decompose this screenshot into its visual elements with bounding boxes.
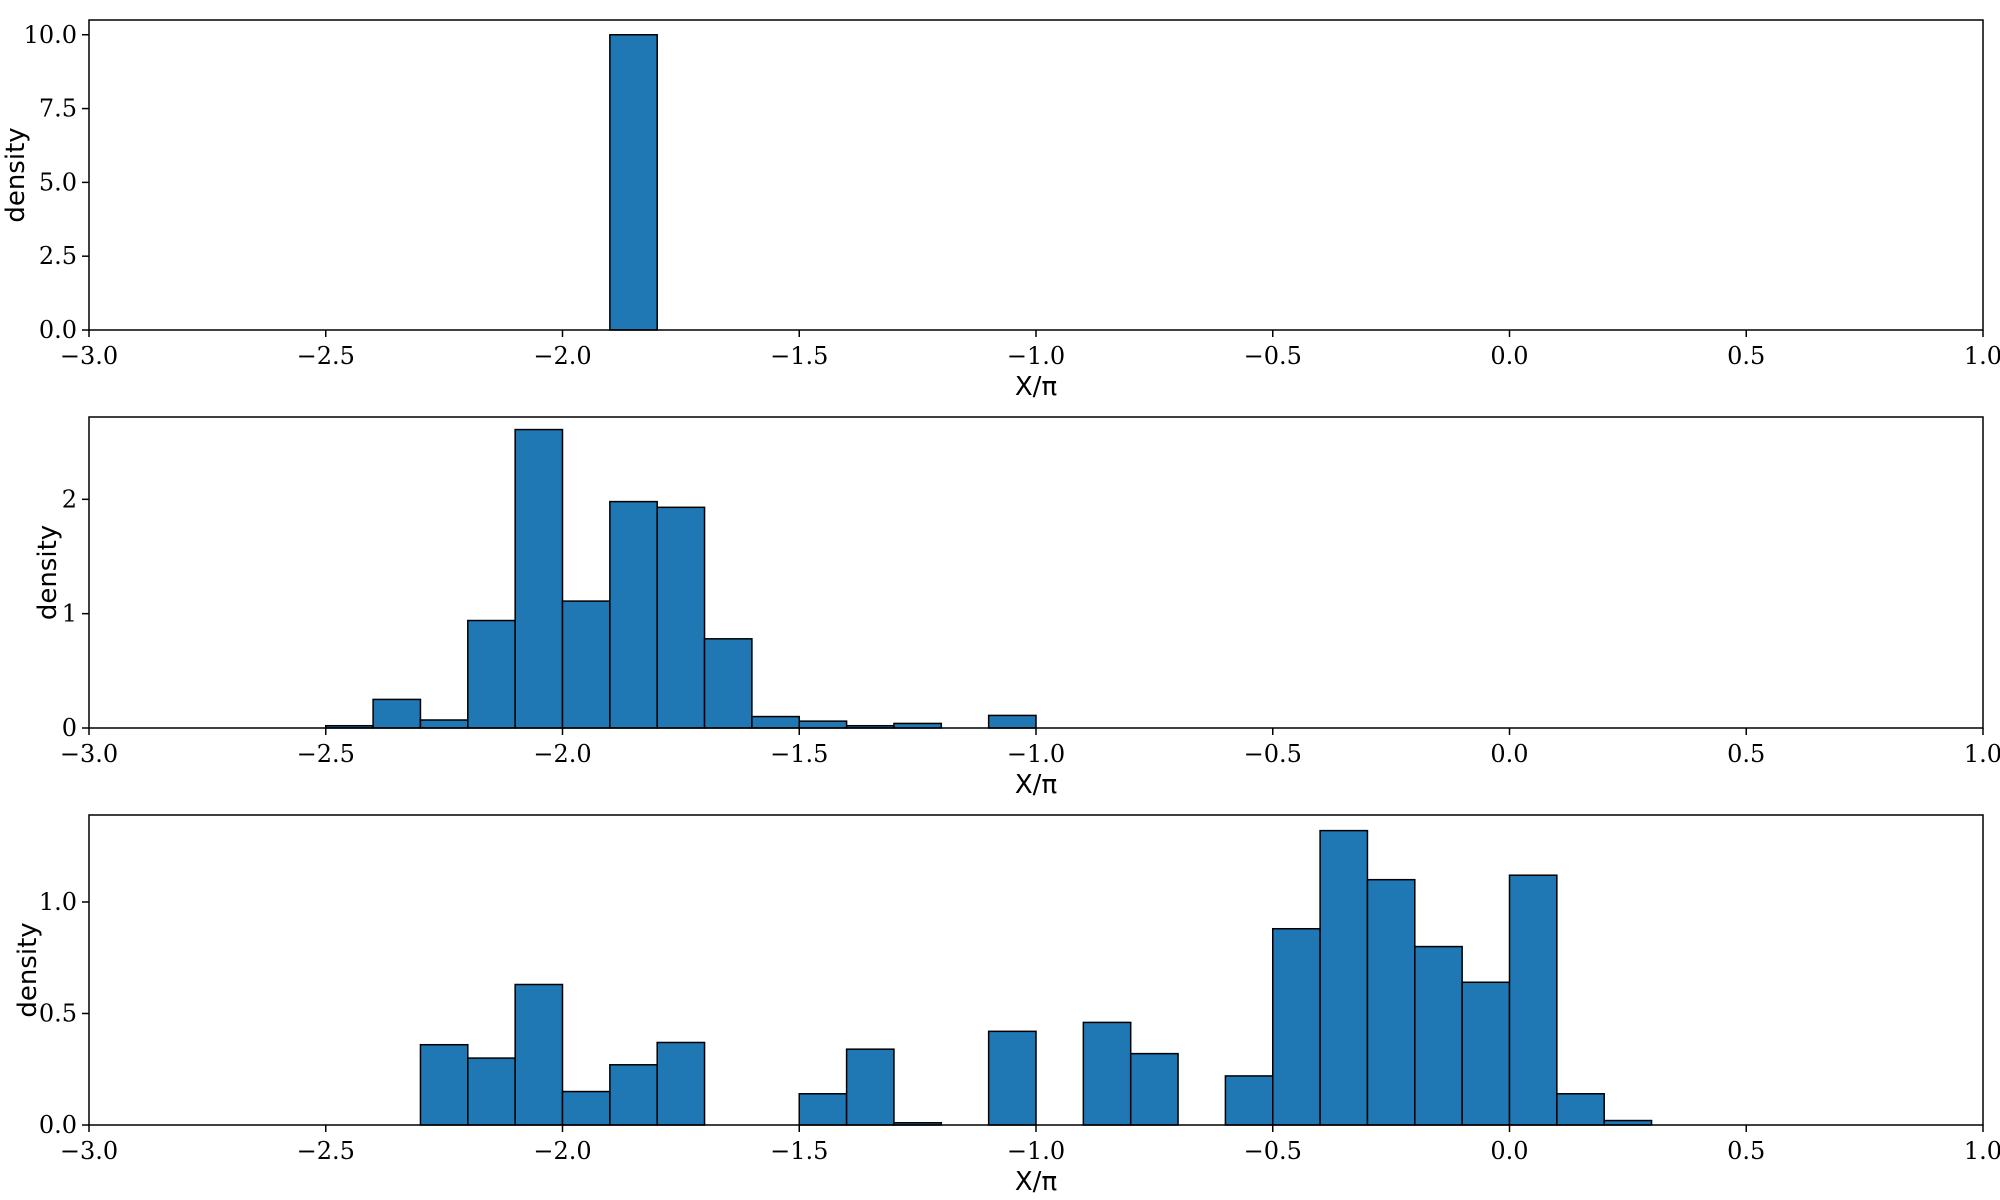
y-axis-label: density <box>33 525 63 620</box>
x-tick-label: −1.5 <box>770 740 828 768</box>
histogram-panel-2: −3.0 −2.5 −2.0 −1.5 −1.0 −0.5 0.0 0.5 1.0 0 1 2 X/π d… <box>33 416 2000 800</box>
x-tick-label: −2.0 <box>533 342 591 370</box>
plot-frame <box>88 19 1984 331</box>
x-tick-label: −1.0 <box>1007 740 1065 768</box>
histogram-bar <box>514 428 564 729</box>
histogram-bar <box>419 1043 469 1126</box>
histogram-bar <box>703 638 753 729</box>
x-tick-label: 1.0 <box>1964 740 2000 768</box>
histogram-bar <box>1082 1021 1132 1126</box>
histogram-bar <box>1272 927 1321 1126</box>
x-tick-label: 0.5 <box>1727 342 1765 370</box>
x-tick-label: 0.5 <box>1727 740 1765 768</box>
histogram-bar <box>1556 1093 1605 1126</box>
x-tick-label: 0.0 <box>1490 1137 1528 1165</box>
histogram-bar <box>656 1041 706 1126</box>
y-tick-label: 0.0 <box>39 1111 77 1139</box>
histogram-bar <box>1414 945 1463 1126</box>
x-tick-label: −0.5 <box>1244 1137 1302 1165</box>
histogram-bar <box>467 619 516 729</box>
x-tick-label: −1.0 <box>1007 342 1065 370</box>
x-tick-label: 0.0 <box>1490 740 1528 768</box>
histogram-bar <box>609 1064 658 1126</box>
x-axis-label: X/π <box>1015 770 1057 800</box>
x-tick-label: −2.0 <box>533 740 591 768</box>
histogram-bar <box>1461 981 1511 1126</box>
histogram-bar <box>798 1093 848 1126</box>
x-tick-label: 0.5 <box>1727 1137 1765 1165</box>
y-tick-label: 7.5 <box>39 95 77 123</box>
histogram-bar <box>798 720 848 729</box>
x-tick-label: −2.5 <box>297 342 355 370</box>
histogram-bar <box>845 1048 895 1126</box>
histogram-bar <box>372 698 422 729</box>
histogram-bar <box>514 983 564 1126</box>
y-tick-label: 2 <box>62 485 77 513</box>
histogram-bar <box>1129 1052 1179 1126</box>
x-tick-label: −1.0 <box>1007 1137 1065 1165</box>
x-axis-label: X/π <box>1015 372 1057 402</box>
histogram-bar <box>467 1057 516 1126</box>
y-tick-label: 5.0 <box>39 168 77 196</box>
histogram-bar <box>1319 829 1369 1126</box>
x-tick-label: −0.5 <box>1244 342 1302 370</box>
x-tick-label: −3.0 <box>60 1137 118 1165</box>
histogram-bar <box>1508 874 1558 1126</box>
x-tick-label: −2.0 <box>533 1137 591 1165</box>
histogram-panel-1: −3.0 −2.5 −2.0 −1.5 −1.0 −0.5 0.0 0.5 1.0 0.0 2.5 5… <box>1 19 2000 402</box>
plot-frame <box>88 416 1984 729</box>
histogram-bar <box>561 600 611 729</box>
y-tick-label: 1 <box>62 600 77 628</box>
x-tick-label: −0.5 <box>1244 740 1302 768</box>
x-tick-label: −3.0 <box>60 342 118 370</box>
x-tick-label: 1.0 <box>1964 1137 2000 1165</box>
histogram-bar <box>609 34 658 331</box>
histogram-panel-3: −3.0 −2.5 −2.0 −1.5 −1.0 −0.5 0.0 0.5 1.0 0.0 0.5 1… <box>13 814 2000 1197</box>
histogram-bar <box>987 714 1037 729</box>
x-axis-label: X/π <box>1015 1167 1057 1197</box>
histogram-bar <box>656 506 706 729</box>
histogram-bar <box>751 715 801 729</box>
x-tick-label: 1.0 <box>1964 342 2000 370</box>
x-tick-label: −2.5 <box>297 1137 355 1165</box>
y-axis-label: density <box>13 922 43 1017</box>
y-tick-label: 1.0 <box>39 888 77 916</box>
x-tick-label: −1.5 <box>770 342 828 370</box>
y-tick-label: 10.0 <box>24 21 77 49</box>
y-tick-label: 0.5 <box>39 999 77 1027</box>
x-tick-label: 0.0 <box>1490 342 1528 370</box>
histogram-bar <box>609 500 658 729</box>
y-tick-label: 2.5 <box>39 242 77 270</box>
histogram-bar <box>987 1030 1037 1126</box>
histogram-bar <box>1224 1075 1274 1126</box>
histogram-bar <box>419 719 469 729</box>
x-tick-label: −2.5 <box>297 740 355 768</box>
x-tick-label: −1.5 <box>770 1137 828 1165</box>
x-tick-label: −3.0 <box>60 740 118 768</box>
histogram-bar <box>561 1090 611 1126</box>
y-axis-label: density <box>1 127 31 222</box>
y-tick-label: 0.0 <box>39 316 77 344</box>
histogram-bar <box>1366 878 1416 1126</box>
y-tick-label: 0 <box>62 714 77 742</box>
